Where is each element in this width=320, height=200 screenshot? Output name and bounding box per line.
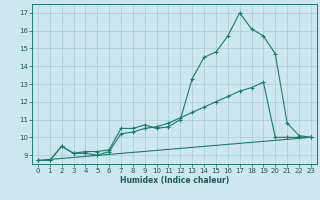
- X-axis label: Humidex (Indice chaleur): Humidex (Indice chaleur): [120, 176, 229, 185]
